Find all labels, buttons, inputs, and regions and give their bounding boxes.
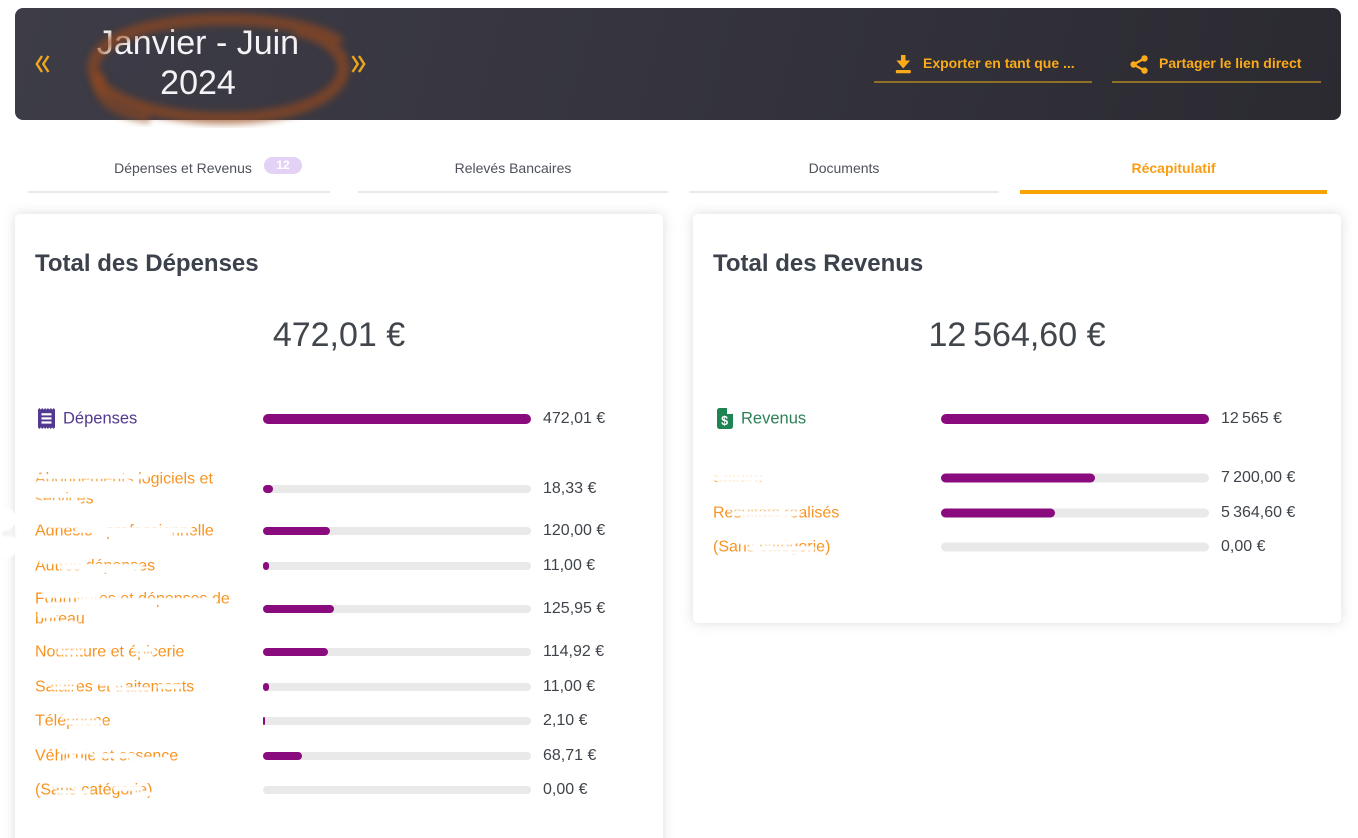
svg-text:$: $ [721, 414, 728, 428]
